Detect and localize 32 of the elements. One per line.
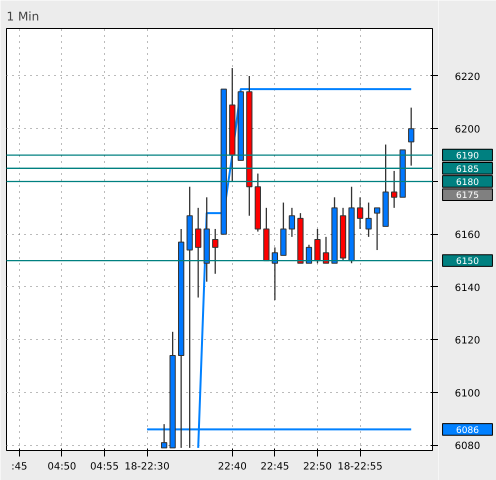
x-tick-label: 04:50 (47, 462, 76, 472)
y-tick-label: 6140 (454, 282, 480, 294)
ref-line-label: 6150 (456, 257, 480, 268)
y-tick-label: 6200 (454, 124, 480, 136)
candlestick (314, 228, 321, 264)
ref-line-label: 6190 (456, 152, 480, 162)
candlestick (212, 228, 218, 274)
x-tick-label: 18-22:30 (124, 462, 170, 472)
candlestick (356, 196, 364, 230)
x-tick-label: 04:55 (90, 462, 119, 472)
x-tick-label: 22:40 (218, 462, 247, 472)
chart-title: 1 Min (6, 10, 40, 24)
candlestick (288, 207, 296, 238)
ref-line-label: 6185 (456, 164, 479, 175)
y-tick-label: 6080 (454, 441, 480, 452)
y-tick-label: 6100 (454, 388, 480, 400)
candlestick (195, 207, 202, 298)
candlestick (374, 207, 380, 251)
y-tick-label: 6220 (454, 72, 480, 83)
text: 6175 (456, 191, 479, 202)
x-tick-label: 18-22:55 (338, 462, 383, 472)
x-tick-label: 22:50 (303, 462, 332, 472)
candlestick (272, 246, 278, 301)
y-tick-label: 6160 (454, 230, 480, 242)
candlestick (408, 106, 414, 166)
x-tick-label: :45 (11, 462, 28, 472)
x-tick-label: 22:45 (260, 462, 290, 472)
candlestick (365, 202, 372, 238)
ref-line-label: 6180 (456, 178, 480, 188)
y-tick-label: 6120 (454, 336, 480, 347)
candlestick (391, 170, 398, 208)
text: 6086 (456, 426, 480, 436)
